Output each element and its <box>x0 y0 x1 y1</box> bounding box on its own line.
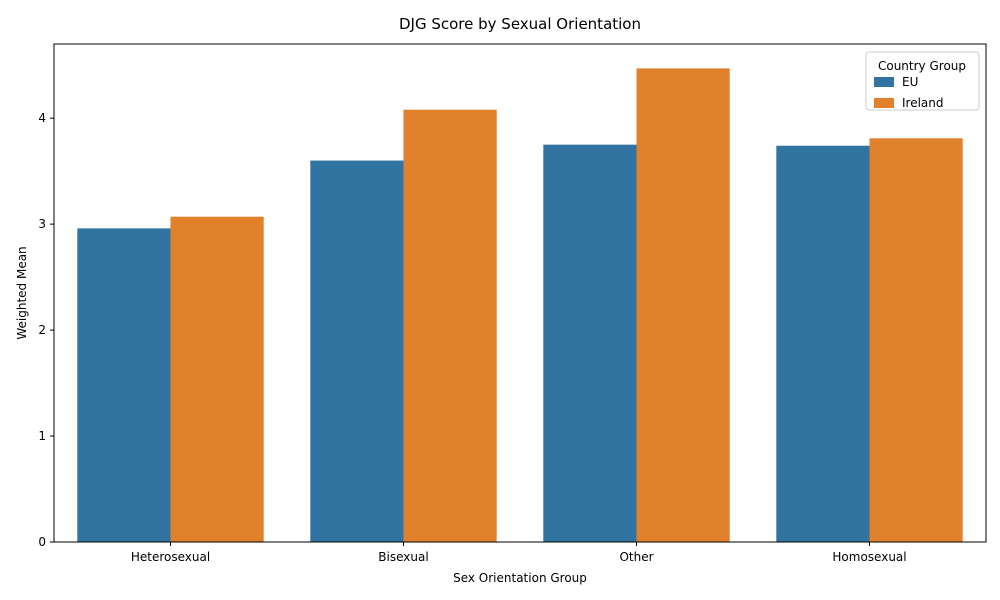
legend-swatch-ireland <box>874 98 894 108</box>
legend-label-eu: EU <box>902 75 918 89</box>
legend-title: Country Group <box>878 59 966 73</box>
bar-ireland-other <box>636 68 730 543</box>
y-axis-ticks: 0 1 2 3 4 <box>38 111 54 549</box>
plot-frame <box>53 43 987 543</box>
y-tick-label: 4 <box>38 111 46 125</box>
legend-label-ireland: Ireland <box>902 96 944 110</box>
bar-eu-other <box>543 144 637 542</box>
x-axis-ticks: Heterosexual Bisexual Other Homosexual <box>131 542 907 564</box>
bar-ireland-bisexual <box>403 109 497 543</box>
bar-ireland-homosexual <box>869 138 963 542</box>
chart-title: DJG Score by Sexual Orientation <box>399 15 641 33</box>
legend-box <box>865 51 980 111</box>
y-tick-label: 1 <box>38 429 46 443</box>
y-tick-label: 3 <box>38 217 46 231</box>
bar-eu-homosexual <box>776 145 870 542</box>
x-tick-label: Homosexual <box>832 550 906 564</box>
legend-swatch-eu <box>874 77 894 87</box>
y-axis-label: Weighted Mean <box>15 246 29 339</box>
bar-eu-bisexual <box>310 160 404 542</box>
x-axis-label: Sex Orientation Group <box>453 571 587 585</box>
x-tick-label: Other <box>619 550 653 564</box>
x-tick-label: Bisexual <box>378 550 428 564</box>
legend: Country Group EU Ireland <box>865 51 980 111</box>
x-tick-label: Heterosexual <box>131 550 210 564</box>
bar-ireland-heterosexual <box>170 216 264 542</box>
y-tick-label: 2 <box>38 323 46 337</box>
bars-group <box>77 68 963 543</box>
y-tick-label: 0 <box>38 535 46 549</box>
bar-eu-heterosexual <box>77 228 171 542</box>
